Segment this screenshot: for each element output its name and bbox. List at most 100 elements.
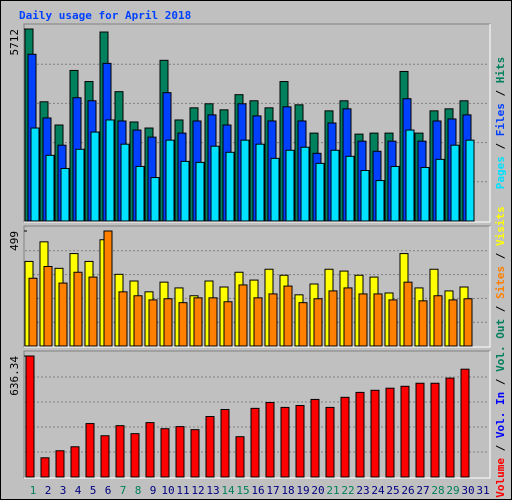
x-tick-label: 21 <box>326 484 339 497</box>
bar <box>285 149 295 222</box>
x-tick-label: 17 <box>266 484 279 497</box>
bar <box>225 151 235 222</box>
x-tick-label: 10 <box>161 484 174 497</box>
bar <box>150 177 160 222</box>
bar <box>433 295 443 347</box>
bar <box>253 297 263 347</box>
bar <box>415 382 425 478</box>
bar <box>385 387 395 478</box>
bar <box>195 161 205 222</box>
bar <box>340 396 350 478</box>
bar <box>30 127 40 222</box>
bar <box>460 368 470 478</box>
bar <box>240 139 250 222</box>
bar <box>160 428 170 478</box>
bar <box>193 297 203 347</box>
x-tick-label: 1 <box>30 484 37 497</box>
bar <box>208 297 218 347</box>
x-tick-label: 24 <box>371 484 385 497</box>
legend-entry: Files <box>494 103 507 136</box>
x-tick-label: 3 <box>60 484 67 497</box>
x-tick-label: 7 <box>120 484 127 497</box>
bar <box>373 293 383 347</box>
bar <box>313 298 323 347</box>
panel-bevel <box>24 24 491 223</box>
x-tick-label: 25 <box>386 484 399 497</box>
bar <box>328 290 338 347</box>
legend: Volume / Vol. In / Vol. Out / Sites / Vi… <box>494 206 507 497</box>
bar <box>345 155 355 222</box>
bar <box>268 293 278 347</box>
bar <box>175 426 185 478</box>
bar <box>190 429 200 478</box>
bar <box>250 407 260 478</box>
bar <box>120 143 130 222</box>
bar <box>358 293 368 347</box>
bar <box>325 406 335 478</box>
bar <box>355 391 365 478</box>
legend-separator: / <box>494 299 507 319</box>
x-tick-label: 27 <box>416 484 429 497</box>
bar <box>90 131 100 222</box>
bar <box>43 265 53 347</box>
bar <box>40 457 50 478</box>
bar <box>310 398 320 478</box>
bar <box>255 143 265 222</box>
bar <box>448 299 458 347</box>
bar <box>73 271 83 347</box>
bar <box>105 119 115 222</box>
bar <box>283 285 293 347</box>
bar <box>25 355 35 478</box>
x-tick-label: 30 <box>461 484 474 497</box>
bar <box>238 284 248 347</box>
bar <box>235 436 245 478</box>
x-tick-label: 11 <box>176 484 189 497</box>
bar <box>130 433 140 478</box>
legend-entry: Vol. In <box>494 392 507 438</box>
legend-entry: Volume <box>494 458 507 498</box>
bar <box>445 377 455 478</box>
bar <box>418 300 428 347</box>
bar <box>388 299 398 347</box>
bar <box>405 129 415 222</box>
bar <box>315 162 325 222</box>
panel-bevel <box>24 351 491 479</box>
x-tick-label: 26 <box>401 484 414 497</box>
bar <box>118 291 128 347</box>
panel-bevel <box>24 226 491 348</box>
bar <box>135 165 145 222</box>
bar <box>300 146 310 222</box>
x-tick-label: 14 <box>221 484 235 497</box>
x-tick-label: 31 <box>476 484 489 497</box>
x-tick-label: 20 <box>311 484 324 497</box>
bar <box>60 167 70 222</box>
bar <box>45 154 55 222</box>
bar <box>178 302 188 347</box>
bar <box>463 298 473 347</box>
x-tick-label: 23 <box>356 484 369 497</box>
legend-separator: / <box>494 136 507 156</box>
x-tick-label: 16 <box>251 484 264 497</box>
bar <box>180 160 190 222</box>
bar <box>210 145 220 222</box>
legend-entry: Hits <box>494 57 507 84</box>
bar <box>133 295 143 347</box>
bar <box>270 157 280 222</box>
x-tick-label: 29 <box>446 484 459 497</box>
legend-separator: / <box>494 246 507 266</box>
bar <box>375 180 385 222</box>
bar <box>85 423 95 478</box>
bar <box>205 416 215 478</box>
bar <box>403 281 413 347</box>
x-tick-label: 8 <box>135 484 142 497</box>
bar <box>298 302 308 347</box>
x-tick-label: 22 <box>341 484 354 497</box>
x-tick-label: 2 <box>45 484 52 497</box>
bar <box>295 405 305 478</box>
x-tick-label: 15 <box>236 484 249 497</box>
bar <box>450 144 460 222</box>
y-tick-label: 5712 <box>8 29 21 56</box>
bar <box>465 139 475 222</box>
bar <box>400 385 410 478</box>
legend-separator: / <box>494 438 507 458</box>
